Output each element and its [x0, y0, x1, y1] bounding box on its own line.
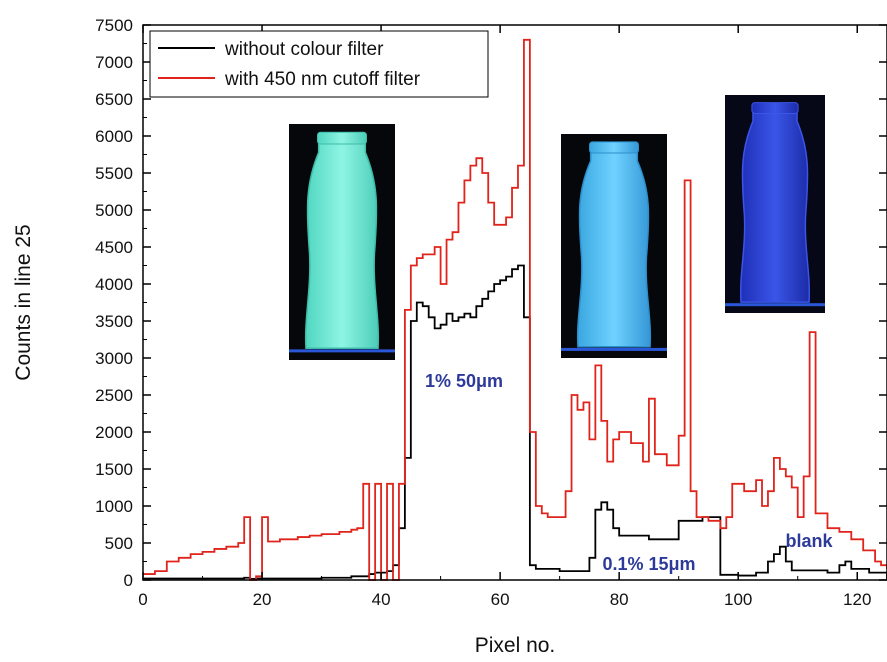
x-tick-label: 120 — [843, 590, 871, 609]
bottle-photo-0-1pct-15um — [561, 134, 667, 358]
y-tick-label: 6000 — [95, 127, 133, 146]
legend-label: without colour filter — [224, 39, 384, 60]
x-tick-label: 100 — [724, 590, 752, 609]
bottle-photo-1pct-50um — [289, 124, 395, 360]
y-tick-label: 6500 — [95, 90, 133, 109]
x-tick-label: 20 — [253, 590, 272, 609]
axis-layer: 0500100015002000250030003500400045005000… — [95, 16, 887, 609]
annotation-blank: blank — [785, 531, 833, 551]
y-tick-label: 3500 — [95, 312, 133, 331]
y-tick-label: 500 — [105, 534, 133, 553]
x-axis-title: Pixel no. — [475, 634, 556, 657]
y-tick-label: 4500 — [95, 238, 133, 257]
series-layer — [143, 38, 887, 581]
y-tick-label: 5000 — [95, 201, 133, 220]
bottle-photos — [289, 95, 825, 360]
y-tick-label: 7500 — [95, 16, 133, 35]
legend: without colour filter with 450 nm cutoff … — [149, 30, 489, 98]
y-tick-label: 2000 — [95, 423, 133, 442]
annotation-1pct-50um: 1% 50μm — [425, 371, 503, 391]
legend-label: with 450 nm cutoff filter — [224, 69, 421, 90]
y-tick-label: 2500 — [95, 386, 133, 405]
x-tick-label: 60 — [491, 590, 510, 609]
y-tick-label: 0 — [124, 571, 133, 590]
bottle-photo-blank — [725, 95, 825, 313]
series-line-with-450nm-filter — [143, 38, 887, 581]
y-tick-label: 1500 — [95, 460, 133, 479]
x-tick-label: 0 — [138, 590, 147, 609]
y-tick-label: 4000 — [95, 275, 133, 294]
y-tick-label: 1000 — [95, 497, 133, 516]
y-axis-title: Counts in line 25 — [12, 224, 35, 380]
y-tick-label: 7000 — [95, 53, 133, 72]
legend-box — [149, 30, 489, 98]
annotation-0-1pct-15um: 0.1% 15μm — [602, 554, 695, 574]
x-tick-label: 40 — [372, 590, 391, 609]
y-tick-label: 3000 — [95, 349, 133, 368]
x-tick-label: 80 — [610, 590, 629, 609]
y-tick-label: 5500 — [95, 164, 133, 183]
